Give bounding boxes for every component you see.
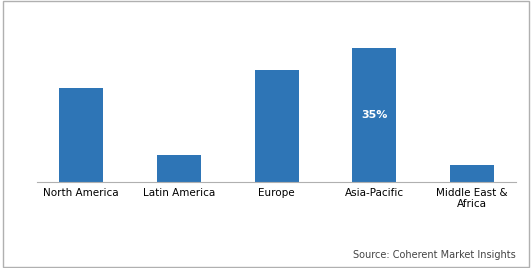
Bar bbox=[450, 165, 494, 182]
Bar bbox=[352, 48, 396, 182]
Bar bbox=[157, 155, 201, 182]
Bar bbox=[59, 88, 103, 182]
Text: Source: Coherent Market Insights: Source: Coherent Market Insights bbox=[353, 250, 516, 260]
Bar bbox=[255, 70, 298, 182]
Text: 35%: 35% bbox=[361, 110, 388, 120]
